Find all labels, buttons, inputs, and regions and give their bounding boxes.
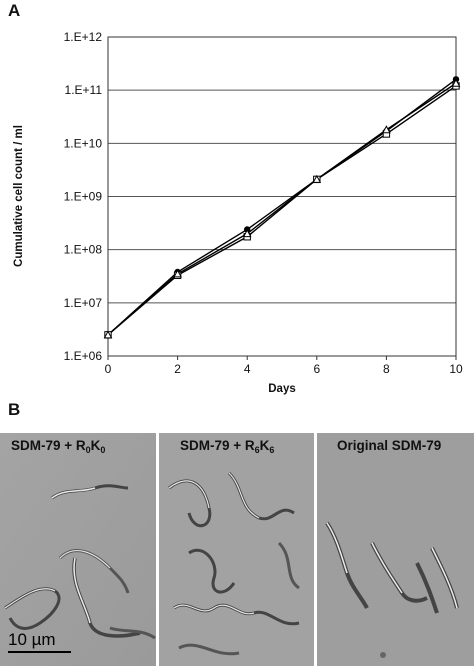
x-axis-title: Days: [268, 383, 296, 395]
y-tick-label: 1.E+09: [64, 190, 103, 204]
micrograph-2-image: [159, 433, 314, 666]
y-tick-label: 1.E+10: [64, 136, 103, 150]
plot-frame: [107, 36, 457, 357]
data-point-triangle: [382, 125, 391, 134]
micrograph-3-label: Original SDM-79: [337, 438, 442, 453]
x-tick-label: 8: [383, 362, 390, 376]
y-axis-title: Cumulative cell count / ml: [13, 125, 25, 267]
scale-bar: [8, 651, 71, 653]
series-line-2: [107, 85, 457, 336]
y-tick-label: 1.E+06: [64, 349, 103, 363]
micrograph-1-image: [0, 433, 156, 666]
series-line-3: [107, 82, 457, 336]
data-point-triangle: [312, 174, 322, 183]
y-tick-label: 1.E+11: [65, 83, 103, 97]
y-tick-label: 1.E+07: [64, 296, 103, 310]
y-tick-label: 1.E+08: [64, 243, 103, 257]
micrograph-1-label: SDM-79 + R0K0: [11, 438, 106, 455]
series-lines: [107, 78, 457, 336]
panel-label-a: A: [8, 1, 21, 20]
x-tick-label: 0: [105, 362, 112, 376]
gridlines: [108, 89, 456, 304]
scale-bar-label: 10 µm: [8, 630, 56, 649]
micrograph-2: [159, 433, 314, 666]
series-markers: [103, 76, 461, 339]
micrograph-2-label: SDM-79 + R6K6: [180, 438, 275, 455]
data-point-triangle: [451, 78, 461, 87]
micrograph-1: [0, 433, 156, 666]
x-tick-label: 2: [174, 362, 181, 376]
growth-chart: 1.E+06 1.E+07 1.E+08 1.E+09 1.E+10 1.E+11 1.E+…: [13, 30, 463, 395]
x-tick-labels: 0 2 4 6 8 10: [105, 356, 463, 376]
data-point-triangle: [173, 269, 182, 278]
y-tick-labels: 1.E+06 1.E+07 1.E+08 1.E+09 1.E+10 1.E+11 1.E+…: [64, 30, 103, 363]
data-point-triangle: [103, 330, 113, 339]
micrograph-3: [317, 433, 474, 666]
x-tick-label: 6: [313, 362, 320, 376]
x-tick-label: 4: [244, 362, 251, 376]
x-tick-label: 10: [449, 362, 463, 376]
y-tick-label: 1.E+12: [64, 30, 103, 44]
data-point-triangle: [242, 229, 252, 238]
micrograph-3-image: [317, 433, 474, 666]
panel-label-b: B: [8, 400, 21, 419]
